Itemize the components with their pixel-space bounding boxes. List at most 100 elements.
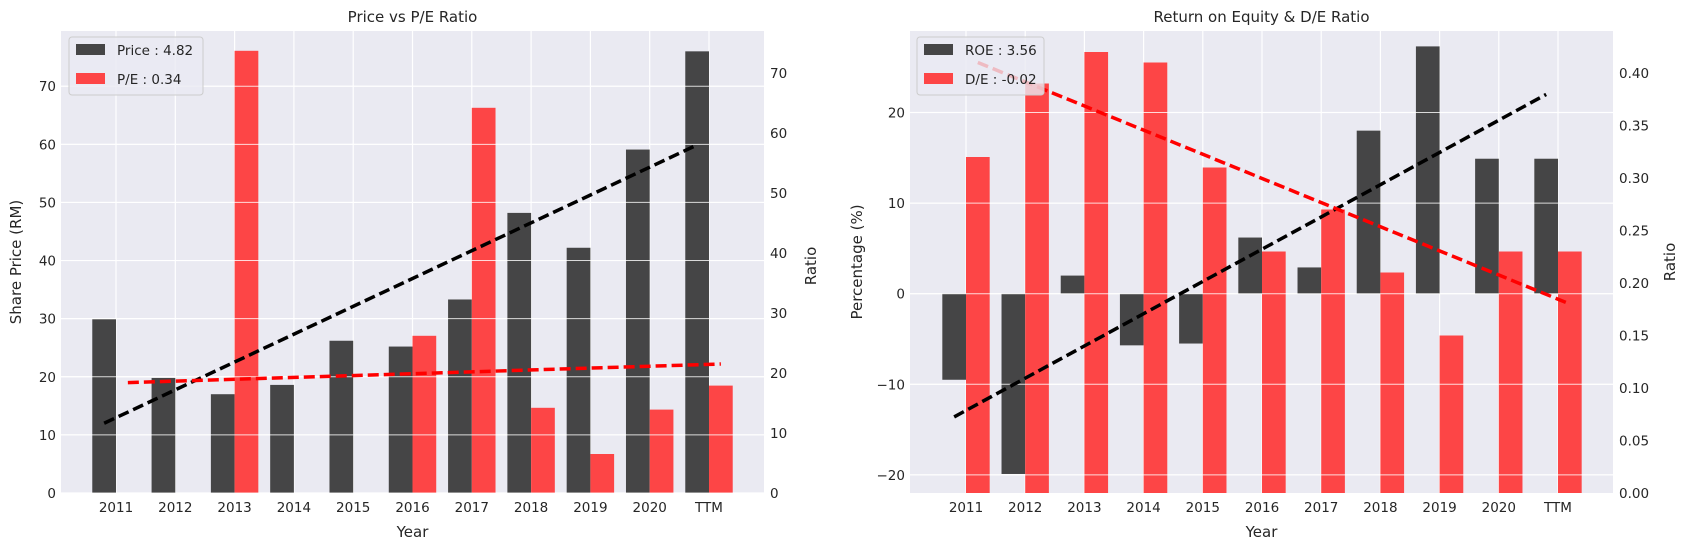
- x-tick-label: 2011: [99, 500, 133, 516]
- y-tick-label: 50: [39, 195, 56, 211]
- y2-tick-label: 30: [770, 306, 787, 322]
- y-tick-label: 10: [888, 196, 905, 212]
- chart-title: Return on Equity & D/E Ratio: [1153, 8, 1369, 26]
- bar-roe-2015: [1179, 293, 1203, 344]
- bar-de-2016: [1262, 251, 1286, 493]
- bar-pe-2013: [234, 50, 259, 494]
- legend-label-price: Price : 4.82: [117, 43, 193, 59]
- bar-pe-2018: [531, 407, 555, 493]
- bar-roe-2016: [1238, 237, 1262, 294]
- bar-de-2015: [1202, 167, 1227, 493]
- x-tick-label: 2014: [1126, 500, 1160, 516]
- bar-pe-2020: [649, 409, 674, 493]
- x-tick-labels: 2011 2012 2013 2014 2015 2016 2017 2018 2019 2020…: [99, 500, 723, 516]
- bar-price-2013: [210, 394, 235, 493]
- trend-line-roe: [953, 92, 1547, 419]
- bar-roe-2017: [1297, 267, 1322, 294]
- x-tick-label: 2020: [1482, 500, 1516, 516]
- left-y-tick-labels: −20 −10 0 10 20: [877, 106, 906, 484]
- x-tick-label: 2013: [1067, 500, 1101, 516]
- y2-axis-label: Ratio: [1661, 243, 1679, 282]
- x-axis-label: Year: [1245, 523, 1279, 541]
- legend-swatch-price: [76, 44, 105, 55]
- y2-tick-label: 0.35: [1619, 119, 1649, 135]
- y-tick-label: 20: [39, 370, 56, 386]
- y2-tick-label: 0.15: [1619, 329, 1649, 345]
- y-tick-label: 0: [47, 486, 56, 502]
- chart-title: Price vs P/E Ratio: [348, 8, 478, 26]
- x-tick-label: 2018: [1363, 500, 1397, 516]
- y-tick-label: 0: [896, 287, 905, 303]
- x-axis-label: Year: [396, 523, 430, 541]
- legend: Price : 4.82 P/E : 0.34: [68, 36, 204, 96]
- y-tick-label: 60: [39, 137, 56, 153]
- bar-de-2012: [1025, 83, 1049, 493]
- bars: [61, 50, 764, 494]
- y2-tick-label: 0.25: [1619, 224, 1649, 240]
- bar-roe-2020: [1475, 158, 1499, 294]
- bar-pe-TTM: [709, 385, 733, 493]
- x-tick-label: 2016: [395, 500, 429, 516]
- x-tick-label: 2019: [1422, 500, 1456, 516]
- y2-tick-label: 0.30: [1619, 171, 1649, 187]
- y-axis-label: Share Price (RM): [7, 200, 25, 324]
- y-tick-label: 70: [39, 79, 56, 95]
- y-tick-label: 30: [39, 312, 56, 328]
- bar-roe-TTM: [1534, 158, 1558, 294]
- y2-tick-label: 0.20: [1619, 276, 1649, 292]
- y-tick-label: 10: [39, 428, 56, 444]
- bar-roe-2019: [1415, 46, 1440, 294]
- bar-price-2015: [329, 340, 354, 493]
- x-tick-label: 2014: [277, 500, 311, 516]
- x-tick-label: 2013: [217, 500, 251, 516]
- y-tick-label: 40: [39, 254, 56, 270]
- trend-line-price: [103, 143, 698, 425]
- bar-de-2013: [1084, 52, 1109, 493]
- bar-de-TTM: [1558, 251, 1582, 493]
- y-tick-label: 20: [888, 106, 905, 122]
- y-tick-label: −10: [877, 377, 906, 393]
- bar-de-2014: [1143, 62, 1168, 493]
- bar-de-2017: [1321, 209, 1345, 493]
- x-tick-label: 2020: [633, 500, 667, 516]
- bar-price-2012: [151, 377, 176, 493]
- y2-axis-label: Ratio: [802, 247, 820, 286]
- legend-swatch-pe: [76, 73, 105, 84]
- x-tick-label: 2012: [158, 500, 192, 516]
- bar-de-2011: [966, 157, 990, 493]
- legend-swatch-de: [924, 73, 953, 84]
- trend-lines: [103, 143, 721, 425]
- bar-de-2020: [1498, 251, 1523, 493]
- right-y-tick-labels: 0 10 20 30 40 50 60 70: [770, 66, 787, 502]
- bar-roe-2011: [942, 293, 966, 380]
- bar-de-2019: [1439, 335, 1464, 493]
- bar-price-2016: [388, 346, 413, 493]
- x-tick-label: TTM: [694, 500, 723, 516]
- price-pe-chart: 2011 2012 2013 2014 2015 2016 2017 2018 2019 2020…: [7, 8, 820, 541]
- bar-pe-2019: [590, 454, 615, 493]
- x-tick-label: 2017: [455, 500, 489, 516]
- y2-tick-label: 40: [770, 246, 787, 262]
- y-tick-label: −20: [877, 468, 906, 484]
- legend: ROE : 3.56 D/E : -0.02: [916, 36, 1045, 96]
- x-tick-label: 2012: [1008, 500, 1042, 516]
- y2-tick-label: 0.00: [1619, 486, 1649, 502]
- bar-roe-2018: [1356, 130, 1381, 294]
- y2-tick-label: 10: [770, 426, 787, 442]
- trend-line-de: [977, 60, 1571, 306]
- y2-tick-label: 50: [770, 186, 787, 202]
- x-tick-label: 2019: [573, 500, 607, 516]
- y2-tick-label: 70: [770, 66, 787, 82]
- bar-pe-2016: [412, 335, 437, 493]
- roe-de-chart: 2011 2012 2013 2014 2015 2016 2017 2018 2019 2020…: [848, 8, 1679, 541]
- x-tick-label: 2018: [514, 500, 548, 516]
- bar-price-2017: [448, 299, 472, 493]
- bar-price-2019: [566, 247, 591, 493]
- trend-line-pe: [127, 362, 721, 385]
- legend-label-de: D/E : -0.02: [965, 72, 1037, 88]
- x-tick-label: 2017: [1304, 500, 1338, 516]
- x-tick-label: 2015: [336, 500, 370, 516]
- right-y-tick-labels: 0.00 0.05 0.10 0.15 0.20 0.25 0.30 0.35 0.40: [1619, 66, 1649, 502]
- y2-tick-label: 0.05: [1619, 434, 1649, 450]
